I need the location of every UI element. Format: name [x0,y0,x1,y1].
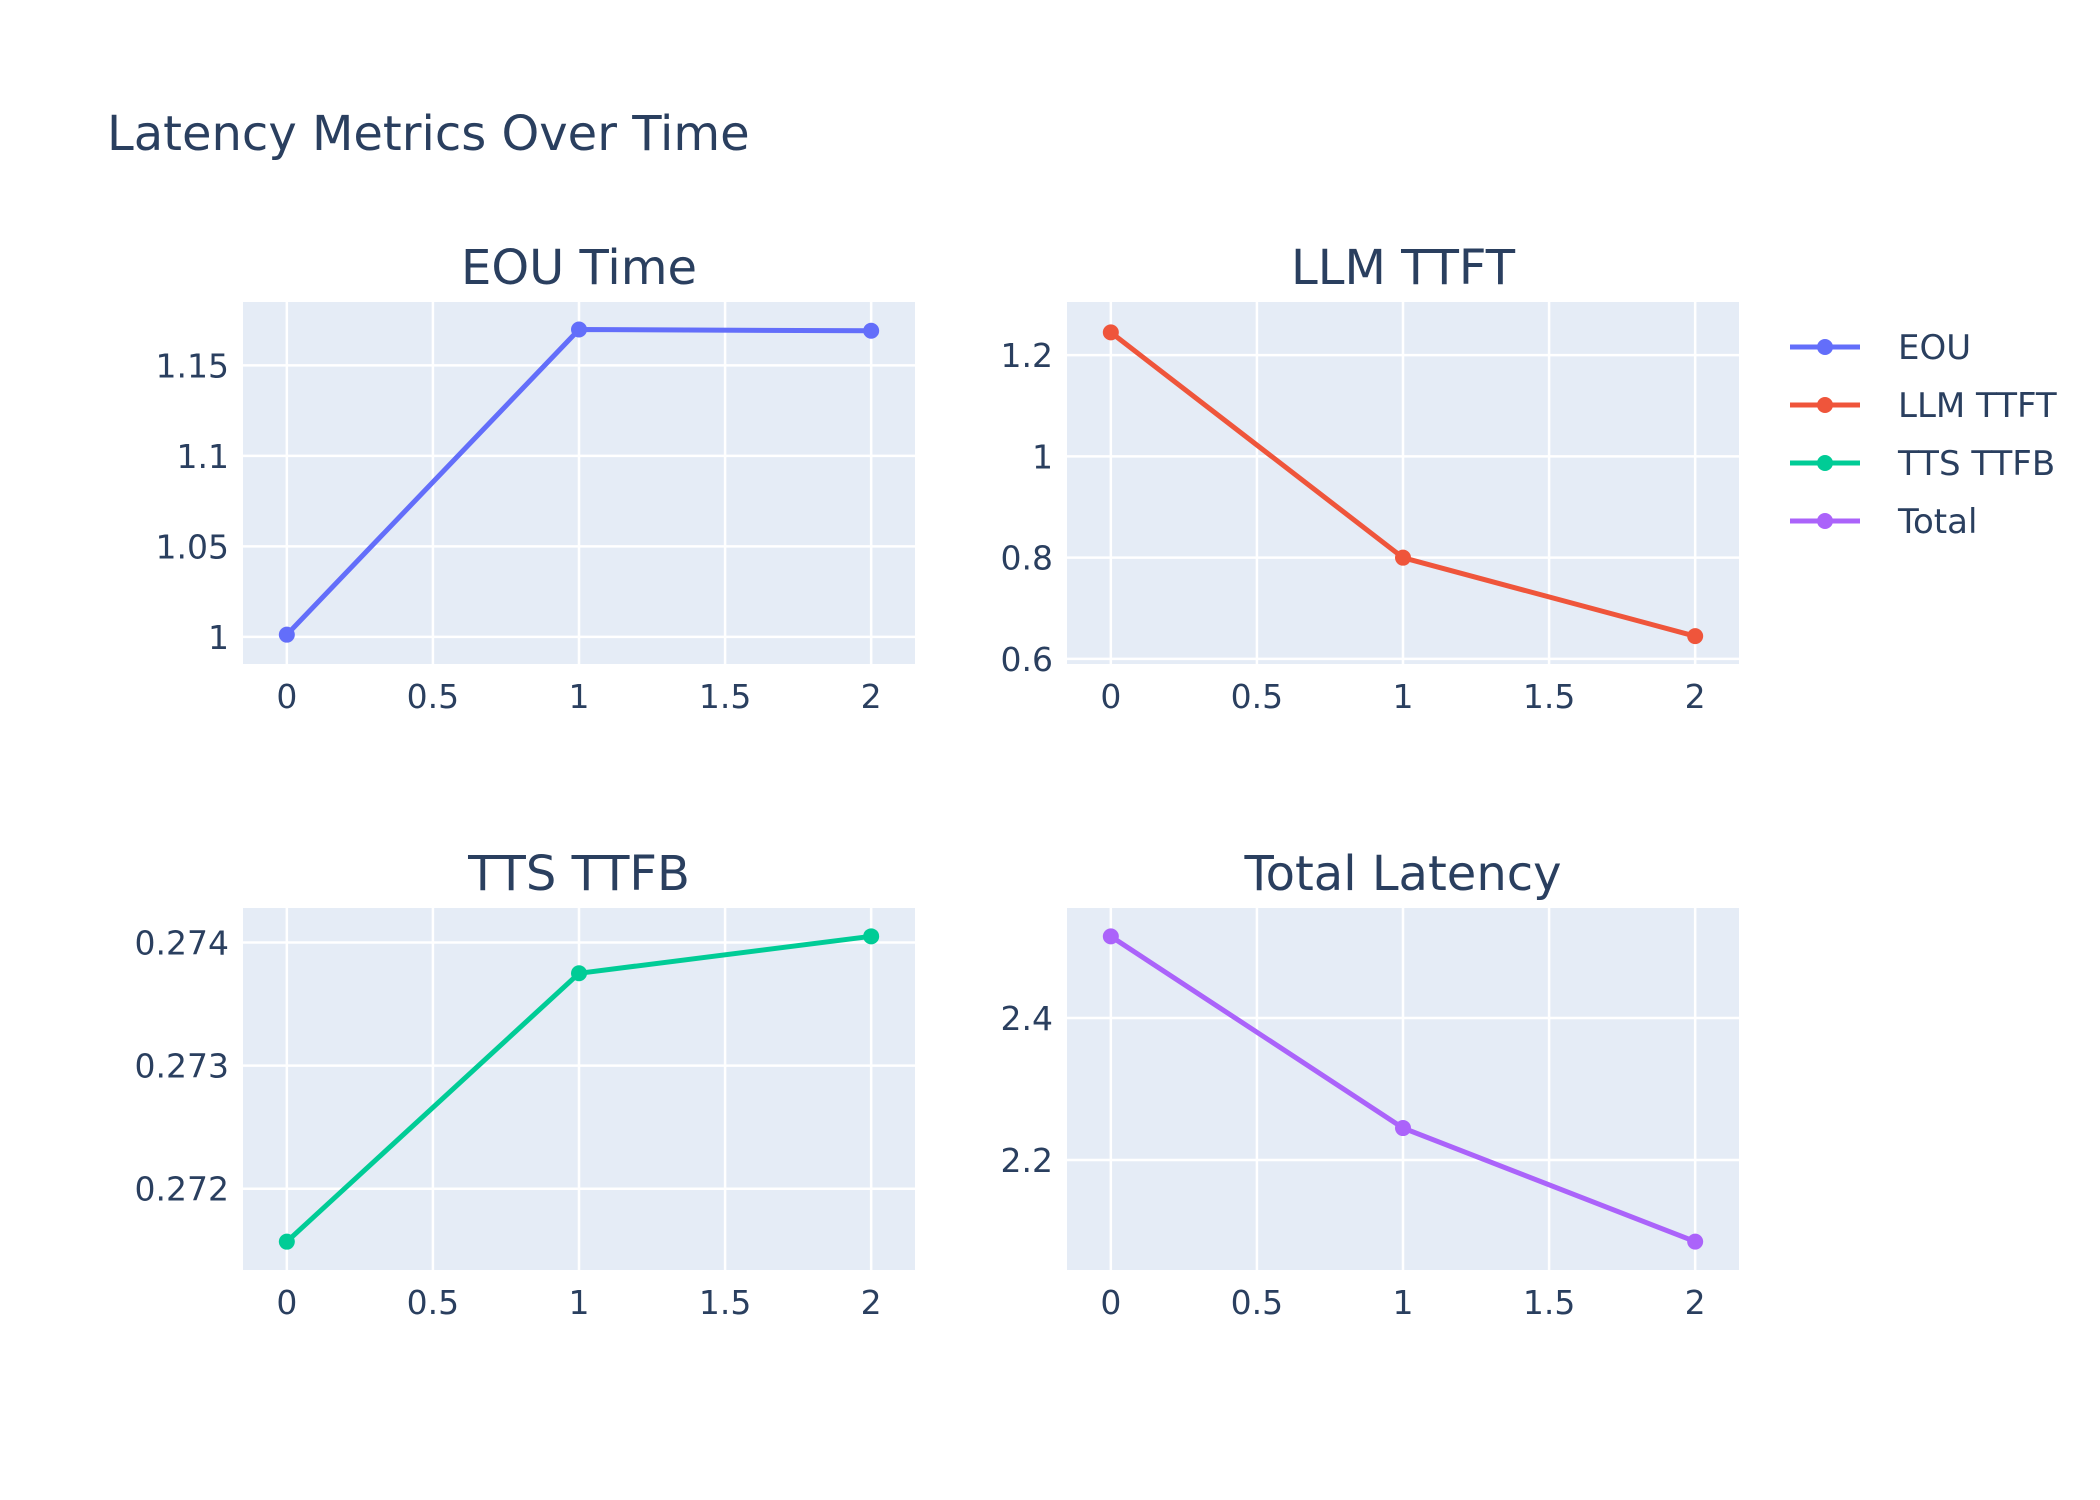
y-tick-label: 1.05 [156,527,229,566]
x-tick-label: 0.5 [1231,1283,1283,1322]
subplot-title: LLM TTFT [1291,240,1516,296]
data-point-tts-ttfb [278,1233,295,1250]
legend-label: TTS TTFB [1897,444,2055,484]
x-tick-label: 1.5 [1523,677,1575,716]
subplot-title: TTS TTFB [467,846,690,902]
legend-marker [1817,513,1833,529]
data-point-tts-ttfb [571,965,587,982]
x-tick-label: 1.5 [699,1283,751,1322]
x-tick-label: 0 [1100,1283,1121,1322]
subplot-eou-time: EOU Time 0 0.5 1 1.5 2 1 1.05 1.1 1.15 [156,240,915,716]
data-point-llm-ttft [1687,628,1704,645]
x-tick-label: 2 [1685,677,1706,716]
y-tick-label: 1 [208,618,229,657]
data-point-total [1102,928,1119,945]
x-tick-label: 2 [1685,1283,1706,1322]
data-point-llm-ttft [1102,324,1119,341]
y-tick-label: 2.2 [1001,1141,1053,1180]
y-tick-label: 0.274 [135,923,229,962]
legend-item-eou[interactable]: EOU [1790,328,1971,368]
x-tick-label: 0 [276,1283,297,1322]
y-tick-label: 1 [1032,437,1053,476]
subplot-llm-ttft: LLM TTFT 0 0.5 1 1.5 2 0.6 0.8 1 1.2 [1001,240,1739,716]
legend-item-llm-ttft[interactable]: LLM TTFT [1790,386,2057,426]
y-tick-label: 0.272 [135,1170,229,1209]
data-point-total [1395,1120,1411,1137]
x-tick-label: 0.5 [1231,677,1283,716]
x-tick-label: 0.5 [407,1283,459,1322]
chart-title: Latency Metrics Over Time [107,106,750,162]
x-tick-label: 2 [861,1283,882,1322]
legend-marker [1817,339,1833,355]
x-tick-label: 0.5 [407,677,459,716]
x-tick-label: 0 [1100,677,1121,716]
legend-label: EOU [1898,328,1971,368]
x-tick-label: 1.5 [699,677,751,716]
legend-label: LLM TTFT [1898,386,2057,426]
y-tick-label: 0.6 [1001,640,1053,679]
subplot-total-latency: Total Latency 0 0.5 1 1.5 2 2.2 2.4 [1001,846,1739,1322]
y-tick-label: 0.273 [135,1047,229,1086]
subplot-title: EOU Time [461,240,697,296]
legend: EOU LLM TTFT TTS TTFB Total [1790,328,2057,542]
y-tick-label: 1.2 [1001,336,1053,375]
data-point-tts-ttfb [863,928,880,945]
legend-item-tts-ttfb[interactable]: TTS TTFB [1790,444,2055,484]
y-tick-label: 1.1 [177,437,229,476]
y-tick-label: 2.4 [1001,999,1053,1038]
data-point-eou [571,321,587,338]
data-point-llm-ttft [1395,549,1411,566]
data-point-eou [863,322,880,339]
legend-label: Total [1897,502,1977,542]
legend-marker [1817,397,1833,413]
x-tick-label: 1 [1393,1283,1414,1322]
subplot-title: Total Latency [1243,846,1561,902]
y-tick-label: 1.15 [156,346,229,385]
x-tick-label: 2 [861,677,882,716]
x-tick-label: 1 [569,677,590,716]
data-point-total [1687,1233,1704,1250]
legend-marker [1817,455,1833,471]
data-point-eou [278,626,295,643]
x-tick-label: 1 [1393,677,1414,716]
subplots: EOU Time 0 0.5 1 1.5 2 1 1.05 1.1 1.15 LLM TTFT 0 0.… [135,240,1739,1322]
x-tick-label: 0 [276,677,297,716]
x-tick-label: 1.5 [1523,1283,1575,1322]
subplot-tts-ttfb: TTS TTFB 0 0.5 1 1.5 2 0.272 0.273 0.274 [135,846,915,1322]
legend-item-total[interactable]: Total [1790,502,1977,542]
y-tick-label: 0.8 [1001,539,1053,578]
x-tick-label: 1 [569,1283,590,1322]
